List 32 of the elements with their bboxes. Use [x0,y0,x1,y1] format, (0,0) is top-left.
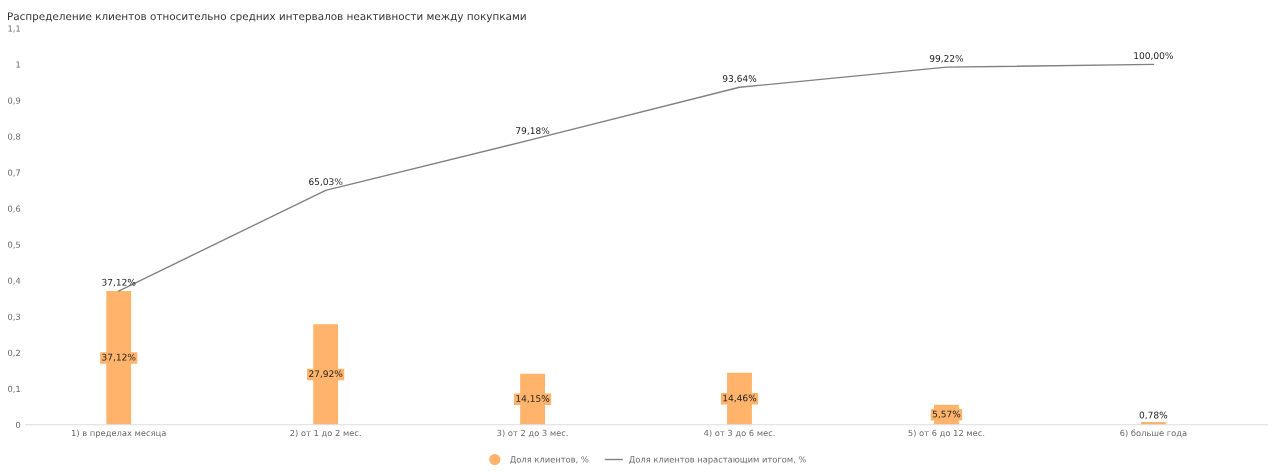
y-tick-label: 0,7 [8,169,21,177]
x-tick-label: 2) от 1 до 2 мес. [290,429,361,438]
data-label: 14,46% [723,394,757,403]
y-tick-label: 0,2 [8,349,20,357]
y-tick-label: 0,9 [8,97,21,105]
data-label: 14,15% [516,395,550,403]
legend-label: Доля клиентов нарастающим итогом, % [629,456,806,465]
data-label: 0,78% [1139,411,1168,420]
x-tick-label: 3) от 2 до 3 мес. [497,429,568,438]
y-tick-label: 1 [16,61,20,68]
y-tick-label: 0,1 [8,385,20,393]
y-tick-label: 1,1 [8,25,20,33]
x-tick-label: 6) больше года [1120,429,1187,438]
data-label: 65,03% [309,178,343,186]
data-label: 99,22% [929,54,964,63]
data-label: 100,00% [1134,52,1173,60]
y-tick-label: 0,4 [8,277,21,285]
x-tick-label: 1) в пределах месяца [71,429,166,438]
y-tick-label: 0,3 [8,313,21,321]
data-label: 27,92% [309,370,343,379]
x-tick-label: 4) от 3 до 6 мес. [704,429,775,438]
data-label: 37,12% [102,278,136,287]
legend-label: Доля клиентов, % [510,456,589,464]
x-tick-label: 5) от 6 до 12 мес. [908,429,985,438]
data-label: 93,64% [722,75,757,83]
y-tick-label: 0,8 [8,133,21,141]
chart-title: Распределение клиентов относительно средних интервалов неактивности между покупками [8,12,526,23]
data-label: 37,12% [102,353,136,362]
y-tick-label: 0,5 [8,241,21,249]
y-tick-label: 0 [15,421,21,429]
y-tick-label: 0,6 [8,205,21,213]
data-label: 79,18% [516,127,550,135]
